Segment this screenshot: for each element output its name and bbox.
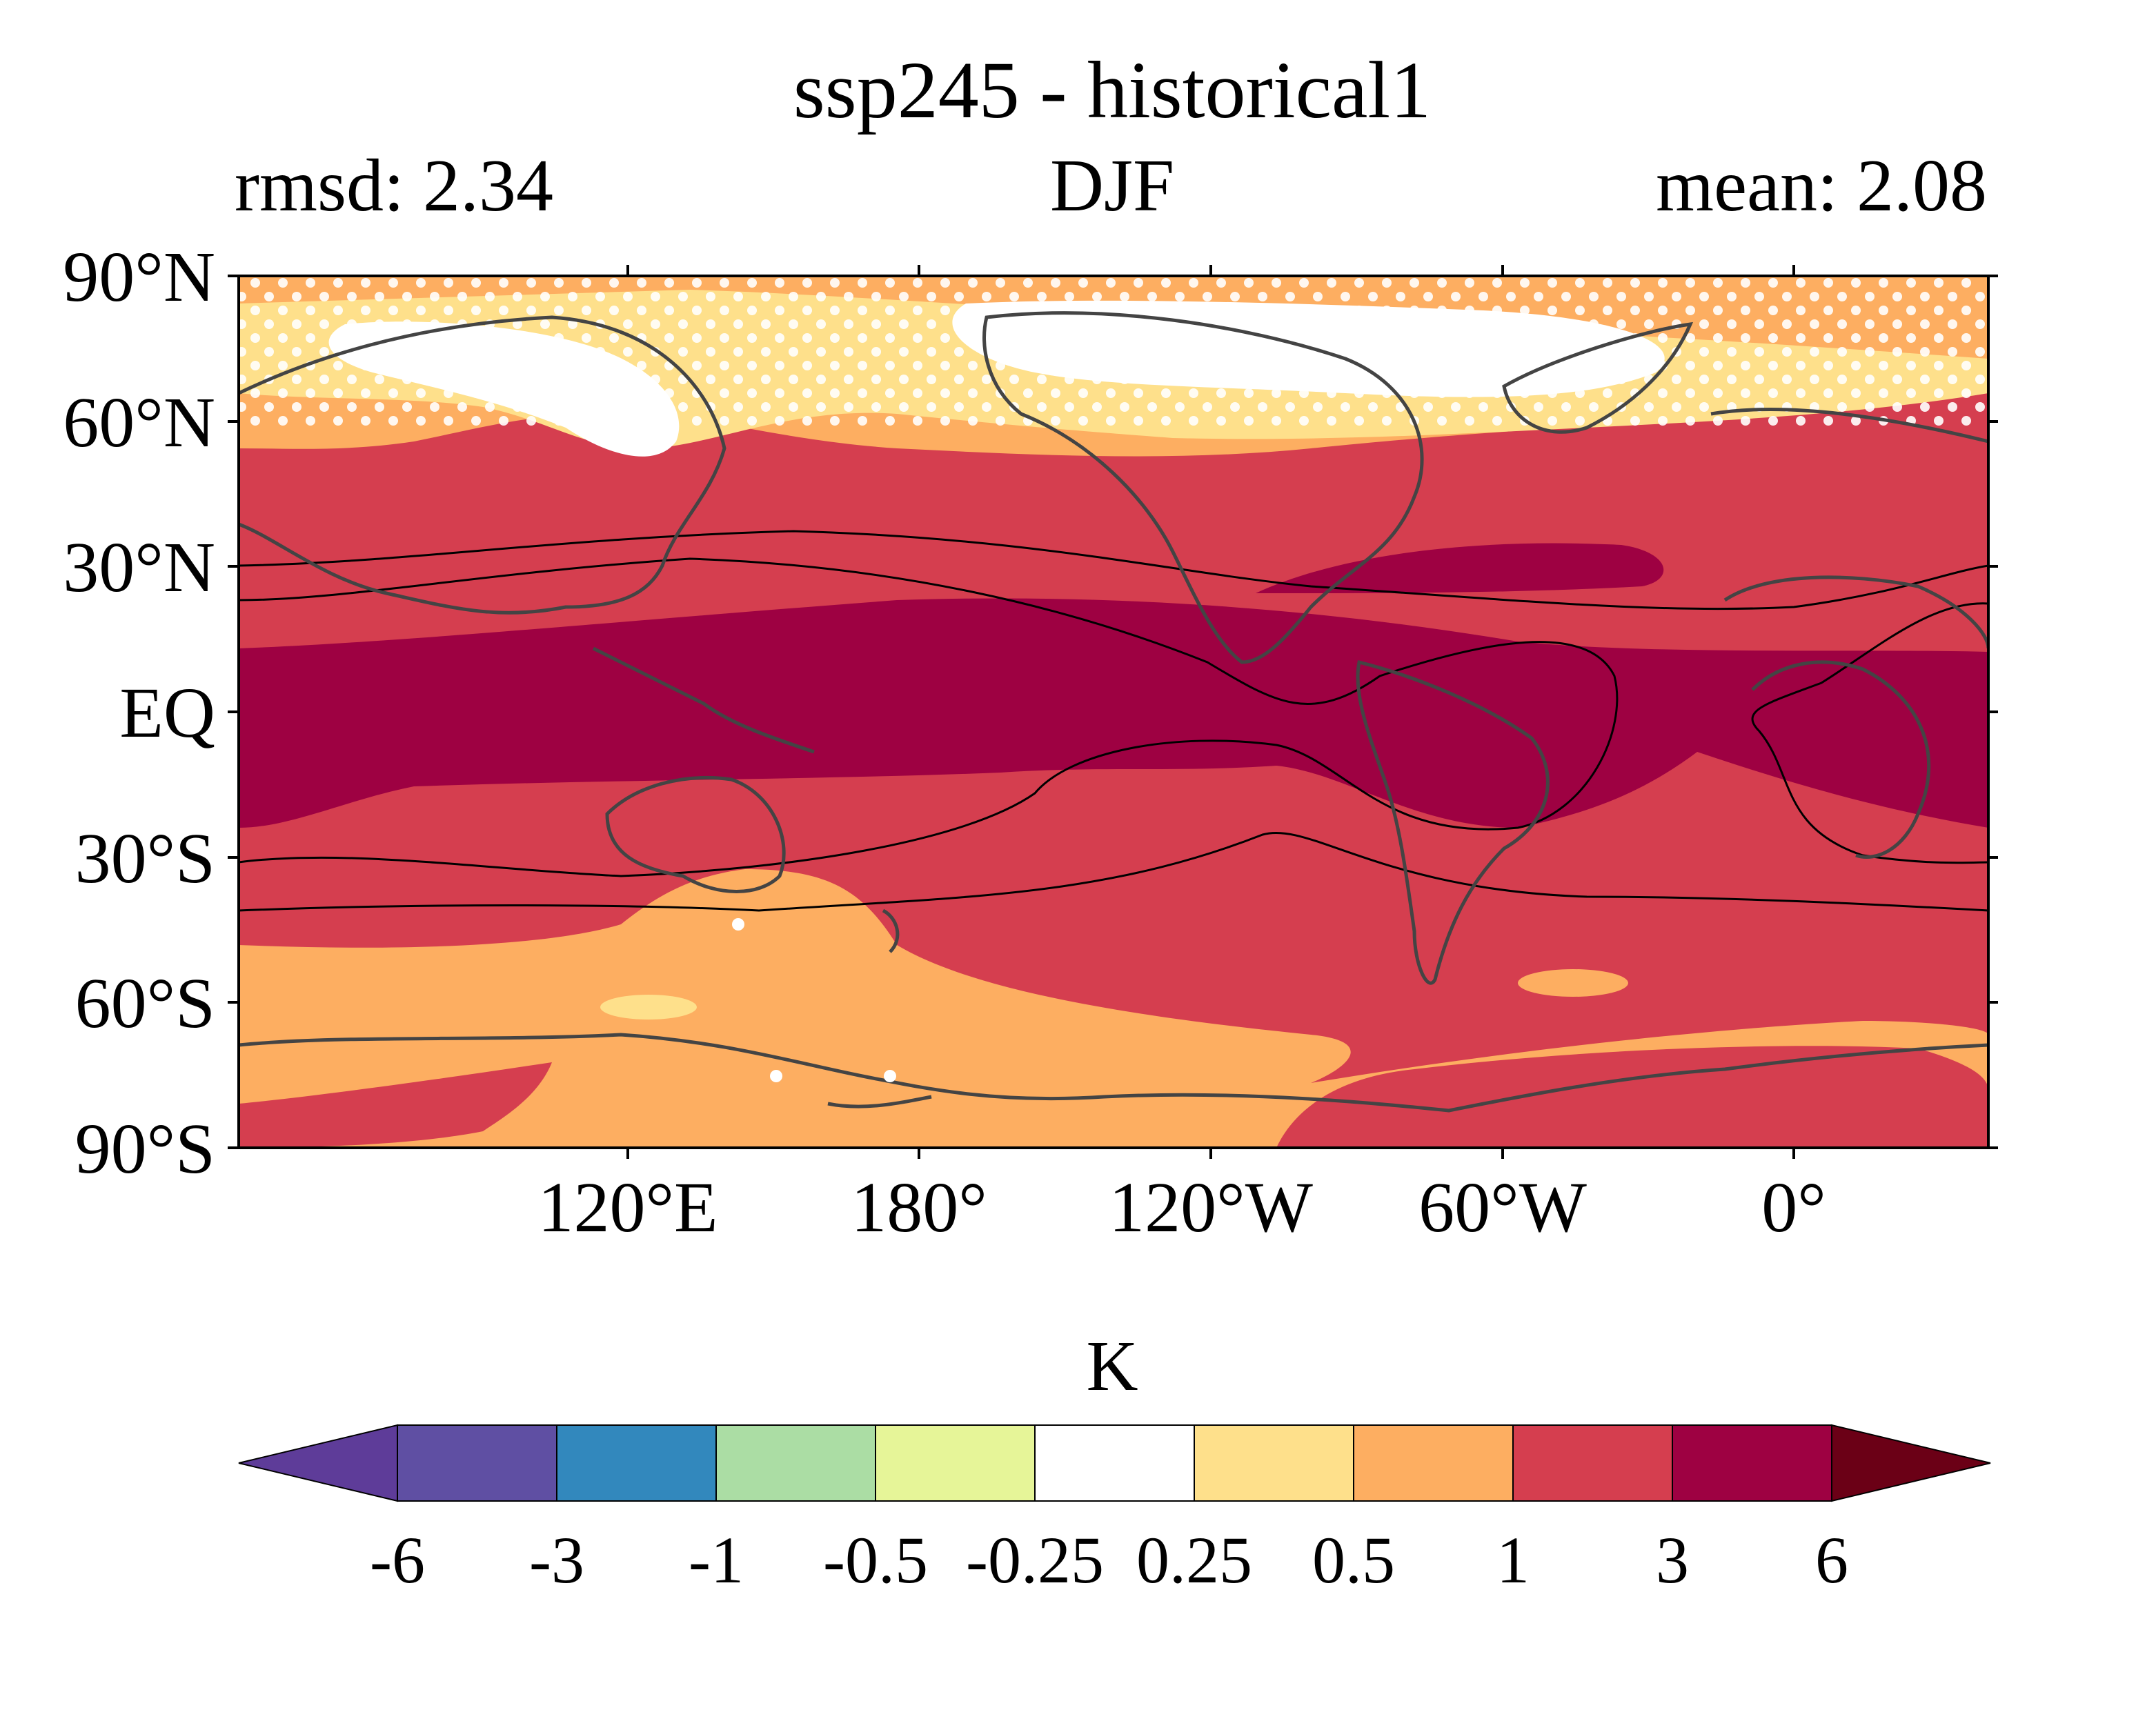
rmsd-label: rmsd: 2.34 [235, 145, 553, 227]
lon-tick-label: 120°W [1109, 1168, 1313, 1247]
stipple-dot [884, 1070, 896, 1082]
coast-north-america [982, 311, 1424, 664]
coast-maritime [592, 646, 815, 754]
colorbar-box [1034, 1424, 1195, 1502]
colorbar-tick-label: 0.5 [1312, 1523, 1395, 1597]
colorbar-tick-label: -6 [370, 1523, 425, 1597]
coastlines [239, 311, 1988, 1113]
lat-tick-label: 30°S [75, 819, 215, 898]
colorbar-box [397, 1424, 557, 1502]
colorbar-tick-label: 0.25 [1136, 1523, 1252, 1597]
colorbar-tick-label: 6 [1815, 1523, 1848, 1597]
colorbar-box [1672, 1424, 1832, 1502]
lon-tick-label: 0° [1761, 1168, 1826, 1247]
antarctic-red-lobe-2 [239, 1062, 552, 1148]
colorbar: -6 -3 -1 -0.5 -0.25 0.25 0.5 1 3 6 [238, 1424, 1991, 1597]
lat-labels: 90°N 60°N 30°N EQ 30°S 60°S 90°S [63, 237, 215, 1189]
lat-tick-label: EQ [119, 673, 215, 753]
colorbar-tick-label: -1 [689, 1523, 744, 1597]
lat-tick-label: 60°S [75, 964, 215, 1043]
colorbar-box [1353, 1424, 1514, 1502]
colorbar-box [1512, 1424, 1673, 1502]
colorbar-box [715, 1424, 876, 1502]
lat-tick-label: 30°N [63, 528, 215, 607]
coast-asia [239, 315, 726, 615]
stipple-dot [770, 1070, 782, 1082]
coast-newzealand [882, 908, 900, 953]
arctic-stipple [239, 276, 1988, 428]
coast-greenland [1502, 321, 1694, 434]
figure-title: ssp245 - historical1 [793, 45, 1431, 135]
colorbar-box [556, 1424, 717, 1502]
coast-antarctica [239, 1033, 1988, 1113]
season-label: DJF [1050, 145, 1174, 227]
colorbar-extend-high [1831, 1424, 1991, 1502]
colorbar-tick-label: -0.25 [966, 1523, 1104, 1597]
contour-north-1 [239, 530, 1988, 610]
southern-yellow-patch-2 [1518, 969, 1628, 997]
colorbar-tick-label: -3 [529, 1523, 584, 1597]
lon-labels: 120°E 180° 120°W 60°W 0° [537, 1168, 1826, 1247]
map-panel [239, 276, 1988, 1148]
lat-tick-label: 90°S [75, 1109, 215, 1189]
lat-tick-label: 60°N [63, 383, 215, 462]
contour-south-1 [239, 831, 1988, 912]
colorbar-tick-label: 1 [1496, 1523, 1530, 1597]
north-atlantic-max [1256, 543, 1664, 593]
colorbar-box [1194, 1424, 1354, 1502]
coast-australia [605, 776, 786, 893]
lat-tick-label: 90°N [63, 237, 215, 317]
lon-axis [626, 265, 1795, 1159]
colorbar-extend-low [238, 1424, 398, 1502]
contour-north-2 [239, 557, 1619, 877]
contour-africa [1751, 602, 1988, 864]
antarctic-red-lobe [1276, 1046, 1988, 1148]
tropical-max-band [239, 598, 1988, 828]
colorbar-box [875, 1424, 1036, 1502]
lon-tick-label: 60°W [1418, 1168, 1587, 1247]
colorbar-tick-label: -0.5 [823, 1523, 928, 1597]
lon-tick-label: 120°E [537, 1168, 718, 1247]
colorbar-tick-label: 3 [1656, 1523, 1689, 1597]
coast-africa-europe [1710, 408, 1988, 859]
coast-south-america [1356, 659, 1550, 985]
lat-axis [228, 275, 1998, 1149]
colorbar-unit: K [1086, 1326, 1138, 1406]
mean-label: mean: 2.08 [1656, 145, 1987, 227]
stipple-dot [732, 918, 744, 931]
lon-tick-label: 180° [851, 1168, 987, 1247]
southern-yellow-patch [600, 995, 697, 1020]
